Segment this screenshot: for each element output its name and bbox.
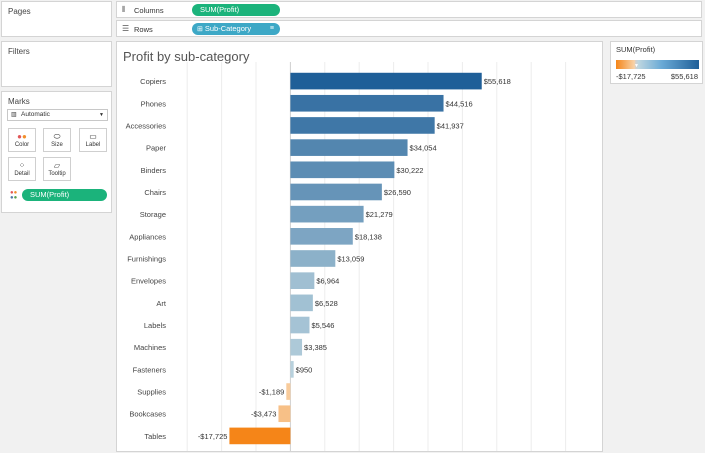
rows-pill-label: Sub-Category <box>204 24 252 33</box>
filters-card[interactable]: Filters <box>1 41 112 87</box>
marks-card-title: Marks <box>8 97 30 106</box>
detail-icon: ⁘ <box>18 161 26 170</box>
tooltip-button-label: Tooltip <box>48 171 66 177</box>
rows-pill-plus-icon: ⊞ <box>197 26 203 33</box>
detail-button-label: Detail <box>14 171 30 177</box>
legend-title: SUM(Profit) <box>616 45 656 54</box>
mark-type-select[interactable]: ▥ Automatic ▼ <box>7 109 108 121</box>
columns-pill[interactable]: SUM(Profit) <box>192 4 280 16</box>
rows-icon: ☰ <box>122 24 130 33</box>
size-button-label: Size <box>51 142 63 148</box>
size-icon: ⬭ <box>53 132 61 141</box>
columns-icon: ⦀ <box>122 5 126 14</box>
chart-title: Profit by sub-category <box>123 49 250 64</box>
size-button[interactable]: ⬭ Size <box>43 128 71 152</box>
marks-card[interactable]: Marks ▥ Automatic ▼ ●● Color ⬭ Size ▭ La… <box>1 91 112 213</box>
mark-type-value: Automatic <box>21 111 50 118</box>
legend-max-label: $55,618 <box>670 72 698 81</box>
legend-marker-icon: ▼ <box>634 63 639 69</box>
columns-pill-label: SUM(Profit) <box>200 5 240 14</box>
color-dots-icon: ●● <box>17 132 27 141</box>
bar-chart-icon: ▥ <box>11 112 17 118</box>
chevron-down-icon: ▼ <box>99 112 104 118</box>
detail-button[interactable]: ⁘ Detail <box>8 157 36 181</box>
tooltip-icon: ▱ <box>53 161 61 170</box>
filters-card-title: Filters <box>8 47 30 56</box>
rows-shelf[interactable]: ☰ Rows ⊞ Sub-Category ≡ <box>116 20 702 37</box>
color-button-label: Color <box>14 142 30 148</box>
color-dots-icon: ●● ●● <box>10 190 18 201</box>
columns-shelf[interactable]: ⦀ Columns SUM(Profit) <box>116 1 702 18</box>
label-button[interactable]: ▭ Label <box>79 128 107 152</box>
tooltip-button[interactable]: ▱ Tooltip <box>43 157 71 181</box>
chart-view <box>116 41 603 452</box>
color-field-pill[interactable]: SUM(Profit) <box>22 189 107 201</box>
columns-shelf-label: Columns <box>134 6 164 15</box>
pages-card-title: Pages <box>8 7 31 16</box>
color-button[interactable]: ●● Color <box>8 128 36 152</box>
rows-pill[interactable]: ⊞ Sub-Category ≡ <box>192 23 280 35</box>
rows-shelf-label: Rows <box>134 25 153 34</box>
label-button-label: Label <box>85 142 101 148</box>
label-icon: ▭ <box>89 132 97 141</box>
color-field-pill-label: SUM(Profit) <box>30 190 70 199</box>
sort-descending-icon[interactable]: ≡ <box>269 25 274 32</box>
legend-min-label: -$17,725 <box>616 72 646 81</box>
pages-card[interactable]: Pages <box>1 1 112 37</box>
color-ramp <box>616 60 699 69</box>
